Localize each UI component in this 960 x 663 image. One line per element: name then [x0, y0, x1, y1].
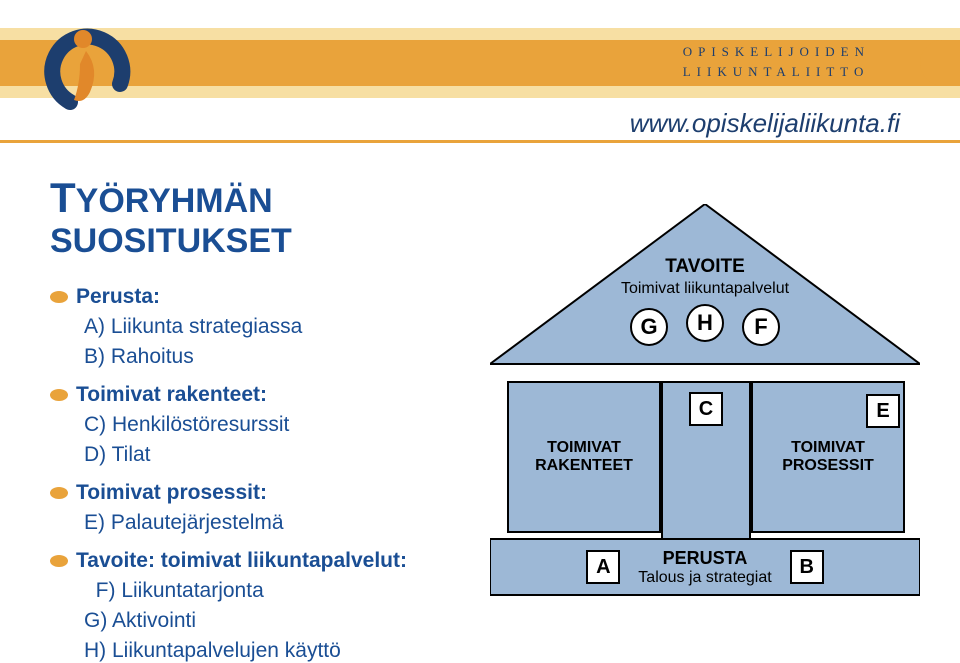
page-title: TYÖRYHMÄN SUOSITUKSET	[50, 174, 470, 261]
site-url: www.opiskelijaliikunta.fi	[630, 108, 900, 139]
pillar-left: TOIMIVAT RAKENTEET	[508, 382, 660, 532]
header-rule	[0, 140, 960, 143]
list-item: D) Tilat	[84, 443, 470, 467]
bullet-icon	[50, 555, 68, 567]
page-title-rest: YÖRYHMÄN SUOSITUKSET	[50, 182, 292, 260]
page-header: OPISKELIJOIDEN LIIKUNTALIITTO www.opiske…	[0, 0, 960, 144]
bullet-icon	[50, 389, 68, 401]
text-column: TYÖRYHMÄN SUOSITUKSET Perusta: A) Liikun…	[50, 164, 470, 663]
roof-title: TAVOITE	[490, 256, 920, 278]
list-item: G) Aktivointi	[84, 609, 470, 633]
group-head-prosessit: Toimivat prosessit:	[50, 481, 470, 505]
list-item: C) Henkilöstöresurssit	[84, 413, 470, 437]
pillar-right-line1: TOIMIVAT	[791, 439, 865, 457]
base-title: PERUSTA	[638, 548, 771, 569]
group-head-perusta: Perusta:	[50, 285, 470, 309]
logo-text: OPISKELIJOIDEN LIIKUNTALIITTO	[683, 42, 870, 82]
page-title-cap: T	[50, 174, 76, 221]
roof-sub: Toimivat liikuntapalvelut	[490, 280, 920, 298]
logo-mark	[40, 24, 140, 124]
pillar-left-line1: TOIMIVAT	[547, 439, 621, 457]
badge-c: C	[689, 392, 723, 426]
bullet-icon	[50, 487, 68, 499]
badge-f: F	[742, 308, 780, 346]
logo	[40, 14, 240, 134]
list-item: E) Palautejärjestelmä	[84, 511, 470, 535]
list-item: A) Liikunta strategiassa	[84, 315, 470, 339]
house-diagram: TAVOITE Toimivat liikuntapalvelut G H F …	[490, 204, 920, 644]
list-item: F) Liikuntatarjonta	[84, 579, 470, 603]
logo-text-line2: LIIKUNTALIITTO	[683, 62, 870, 82]
group-head-rakenteet: Toimivat rakenteet:	[50, 383, 470, 407]
main-content: TYÖRYHMÄN SUOSITUKSET Perusta: A) Liikun…	[0, 144, 960, 663]
group-head-label: Toimivat rakenteet:	[76, 383, 267, 407]
badge-e: E	[866, 394, 900, 428]
list-item: B) Rahoitus	[84, 345, 470, 369]
group-head-label: Tavoite: toimivat liikuntapalvelut:	[76, 549, 407, 573]
group-head-label: Perusta:	[76, 285, 160, 309]
header-band-inner-cap	[920, 40, 960, 86]
base-sub: Talous ja strategiat	[638, 569, 771, 587]
badge-h: H	[686, 304, 724, 342]
group-head-label: Toimivat prosessit:	[76, 481, 267, 505]
badge-a: A	[586, 550, 620, 584]
badge-b: B	[790, 550, 824, 584]
bullet-icon	[50, 291, 68, 303]
logo-text-line1: OPISKELIJOIDEN	[683, 42, 870, 62]
base: A PERUSTA Talous ja strategiat B	[490, 539, 920, 595]
pillar-right-line2: PROSESSIT	[782, 457, 874, 475]
list-item: H) Liikuntapalvelujen käyttö	[84, 639, 470, 663]
group-head-tavoite: Tavoite: toimivat liikuntapalvelut:	[50, 549, 470, 573]
badge-g: G	[630, 308, 668, 346]
pillar-left-line2: RAKENTEET	[535, 457, 633, 475]
